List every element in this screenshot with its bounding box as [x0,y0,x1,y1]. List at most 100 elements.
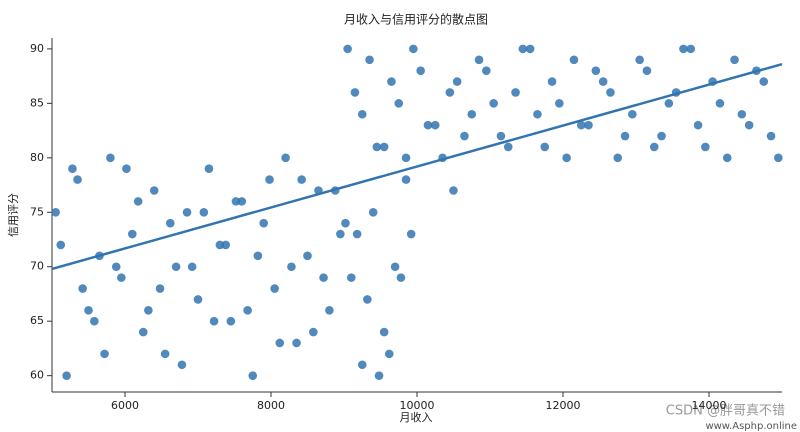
point [744,120,754,130]
point [78,284,87,293]
point [265,175,274,184]
point [56,240,66,250]
watermark-url: www.Asphp.online [705,421,797,432]
point [341,218,350,228]
point [204,164,214,174]
point [452,77,462,86]
point [374,371,384,380]
point [51,207,60,217]
point [730,55,739,65]
point [562,153,571,163]
point [693,120,703,130]
point [503,142,513,152]
point [642,66,652,75]
point [133,197,143,206]
point [275,338,285,348]
x-tick-label: 12000 [546,399,581,412]
point [187,262,197,272]
point [303,251,312,261]
point [467,109,477,119]
point [128,229,137,239]
point [100,349,109,359]
point [226,316,236,326]
point [518,44,528,54]
point [350,88,360,97]
point [394,99,404,108]
point [221,240,231,250]
point [379,327,389,337]
x-tick-label: 10000 [400,399,435,412]
point [774,153,783,163]
point [209,316,219,326]
point [401,153,411,163]
y-tick-label: 80 [30,151,44,164]
point [635,55,644,65]
point [445,88,455,97]
point [390,262,400,272]
point [363,295,372,304]
point [396,273,406,282]
point [759,77,769,86]
point [409,44,418,54]
point [474,55,484,65]
point [460,131,469,141]
point [628,109,637,119]
point [149,186,159,195]
point [737,109,747,119]
point [270,284,279,293]
point [68,164,77,174]
point [416,66,425,75]
point [401,175,411,184]
point [73,175,82,184]
point [591,66,601,75]
point [347,273,356,282]
point [352,229,362,239]
point [243,306,252,315]
point [122,164,131,174]
point [336,229,345,239]
point [160,349,170,359]
point [613,153,623,163]
chart-title: 月收入与信用评分的散点图 [344,12,488,27]
point [155,284,165,293]
point [281,153,290,163]
point [182,207,192,217]
point [423,120,433,130]
point [482,66,491,75]
point [144,306,153,315]
point [649,142,659,152]
point [297,175,306,184]
y-tick-label: 85 [30,96,44,109]
y-tick-label: 70 [30,260,44,273]
point [701,142,710,152]
point [430,120,440,130]
point [193,295,203,304]
point [547,77,557,86]
watermark: CSDN @胖哥真不错 [666,404,785,419]
x-tick-label: 8000 [257,399,285,412]
point [365,55,374,65]
point [357,360,367,370]
point [679,44,688,54]
point [106,153,115,163]
point [253,251,263,261]
point [449,186,458,195]
point [368,207,378,217]
point [657,131,666,141]
x-tick-label: 14000 [692,399,727,412]
point [309,327,318,337]
x-axis-label: 月收入 [400,410,433,424]
point [715,99,725,108]
point [569,55,579,65]
point [686,44,696,54]
y-tick-label: 65 [30,314,44,327]
point [372,142,382,152]
point [606,88,615,97]
point [199,207,209,217]
point [584,120,593,130]
point [319,273,328,282]
y-tick-label: 60 [30,369,44,382]
point [384,349,394,359]
point [525,44,535,54]
